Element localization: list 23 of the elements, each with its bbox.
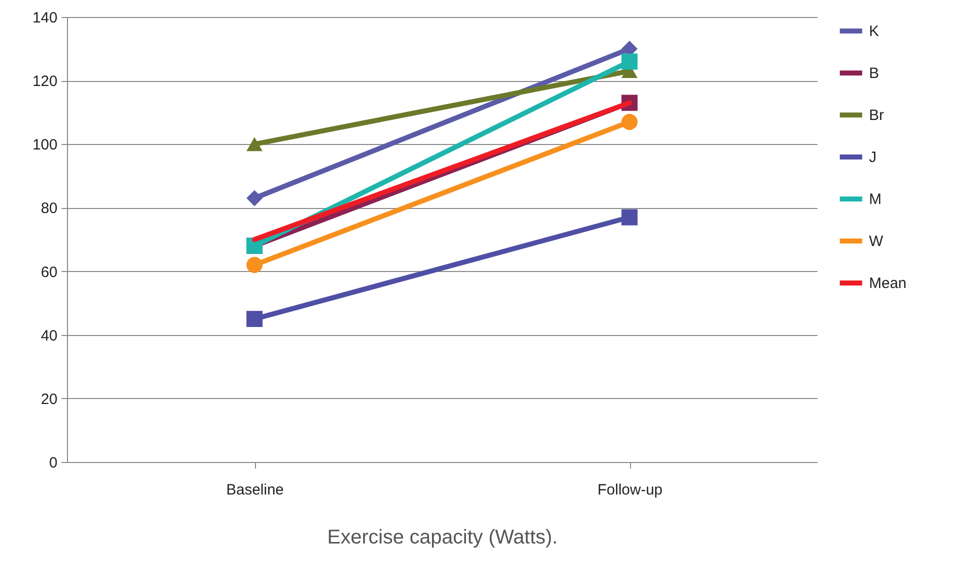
legend-label: Mean xyxy=(869,275,907,292)
x-tick-label: Follow-up xyxy=(597,482,663,498)
y-tick-label: 0 xyxy=(49,454,58,472)
y-tick-label: 80 xyxy=(40,200,58,218)
legend-label: W xyxy=(869,233,884,250)
y-tick-label: 100 xyxy=(32,136,58,154)
point xyxy=(621,209,638,226)
legend-label: J xyxy=(869,149,876,166)
x-axis-title: Exercise capacity (Watts). xyxy=(327,526,558,548)
x-tick-label: Baseline xyxy=(226,482,284,498)
y-tick-label: 60 xyxy=(40,264,58,281)
point xyxy=(246,256,263,273)
y-tick-label: 120 xyxy=(32,73,58,90)
point xyxy=(246,310,263,328)
legend-label: M xyxy=(869,191,882,208)
legend-label: K xyxy=(869,23,880,40)
y-tick-label: 20 xyxy=(40,390,58,408)
legend-label: Br xyxy=(869,107,884,124)
legend-label: B xyxy=(869,65,880,82)
point xyxy=(246,190,263,206)
point xyxy=(621,114,638,130)
y-tick-label: 40 xyxy=(40,327,58,344)
y-tick-label: 140 xyxy=(32,10,58,26)
